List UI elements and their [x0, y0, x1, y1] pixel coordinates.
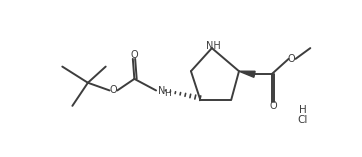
- Text: NH: NH: [206, 41, 221, 51]
- Text: Cl: Cl: [297, 116, 308, 125]
- Text: H: H: [164, 89, 171, 98]
- Text: O: O: [110, 85, 117, 95]
- Text: N: N: [158, 86, 165, 96]
- Text: O: O: [269, 101, 277, 111]
- Text: O: O: [131, 50, 138, 60]
- Polygon shape: [239, 71, 255, 77]
- Text: O: O: [288, 54, 295, 64]
- Text: H: H: [299, 105, 306, 115]
